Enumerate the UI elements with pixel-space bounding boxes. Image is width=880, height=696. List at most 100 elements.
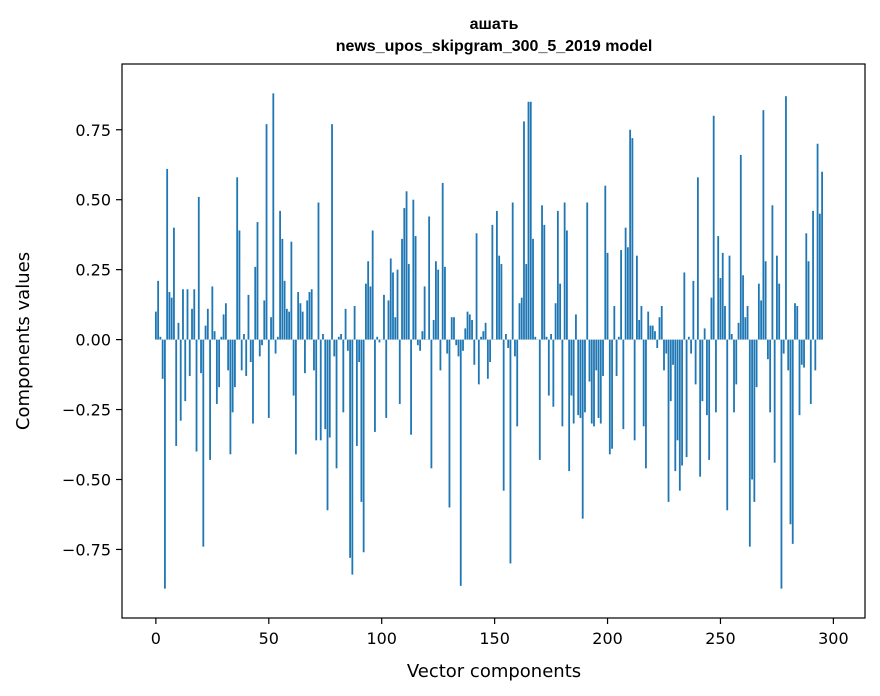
bar — [737, 322, 740, 340]
bar — [238, 230, 241, 340]
bar — [439, 339, 442, 371]
bar — [547, 339, 550, 396]
bar — [475, 233, 478, 340]
bar — [525, 264, 528, 340]
bar — [227, 339, 230, 371]
bar — [599, 339, 602, 424]
bar — [240, 339, 243, 371]
bar — [624, 227, 627, 340]
bar — [638, 320, 641, 340]
bar — [477, 339, 480, 385]
bar — [748, 339, 751, 547]
bar — [301, 311, 304, 340]
bar — [518, 303, 521, 340]
bar — [362, 339, 365, 553]
bar — [710, 297, 713, 340]
y-tick-label: −0.50 — [62, 471, 111, 490]
bar — [154, 311, 157, 340]
bar — [500, 264, 503, 340]
bar — [261, 339, 263, 346]
bar — [514, 339, 516, 357]
bar — [631, 138, 634, 340]
bar — [787, 339, 790, 371]
bar — [660, 306, 663, 340]
bar — [297, 292, 300, 340]
bar — [658, 317, 661, 340]
bar — [213, 331, 216, 340]
bar — [222, 314, 225, 340]
bar — [667, 339, 670, 502]
bar — [459, 339, 462, 586]
bar — [367, 261, 370, 340]
x-tick-label: 300 — [818, 629, 849, 648]
bar — [776, 255, 778, 340]
bar — [471, 320, 473, 340]
bar — [615, 339, 618, 376]
bar — [193, 289, 196, 340]
bar — [288, 311, 291, 340]
bar — [701, 339, 704, 402]
bar — [342, 339, 345, 413]
bar — [209, 339, 211, 460]
bar — [324, 339, 327, 430]
bar — [313, 339, 315, 371]
bar — [489, 339, 492, 362]
bar — [712, 115, 715, 340]
bar — [195, 339, 198, 452]
bar — [304, 339, 306, 374]
y-tick-label: −0.75 — [62, 540, 111, 559]
bar — [383, 294, 385, 340]
bar — [252, 339, 254, 424]
bar — [168, 292, 171, 340]
bar — [166, 168, 169, 340]
bar — [554, 303, 557, 340]
bar — [389, 258, 392, 340]
bar — [229, 339, 232, 455]
bar — [818, 213, 821, 340]
bar — [687, 336, 690, 340]
bar — [340, 334, 342, 340]
bar — [328, 339, 331, 438]
y-tick-label: −0.25 — [62, 401, 111, 420]
bar — [538, 339, 541, 460]
bar — [249, 339, 252, 362]
bar — [593, 339, 595, 427]
bar — [276, 336, 279, 340]
bar — [272, 93, 275, 340]
bar — [626, 247, 629, 340]
bar — [534, 336, 537, 340]
bar — [392, 272, 394, 340]
bar — [398, 339, 401, 404]
bar — [486, 339, 489, 379]
bar — [509, 339, 512, 564]
bar — [762, 110, 765, 340]
bar — [816, 143, 819, 340]
bar — [283, 280, 286, 340]
bar — [333, 339, 336, 357]
bar — [523, 121, 525, 340]
bar — [387, 300, 390, 340]
bar — [236, 177, 239, 340]
y-tick-label: 0.75 — [75, 121, 111, 140]
bar — [572, 339, 575, 424]
bar — [527, 101, 530, 340]
bar — [529, 101, 532, 340]
bar — [211, 286, 214, 340]
bar — [335, 339, 338, 469]
bar — [423, 286, 426, 340]
bar — [730, 334, 733, 340]
bar — [552, 339, 555, 407]
bar — [274, 339, 277, 354]
bar — [317, 202, 320, 340]
bar — [812, 210, 814, 340]
bar — [369, 286, 372, 340]
bar — [532, 238, 534, 340]
bar — [353, 306, 356, 340]
bar — [290, 241, 293, 340]
bar — [800, 339, 803, 365]
bar — [502, 339, 505, 491]
bar — [315, 339, 318, 441]
x-tick-label: 0 — [151, 629, 161, 648]
bar — [586, 202, 589, 340]
bar — [204, 325, 207, 340]
